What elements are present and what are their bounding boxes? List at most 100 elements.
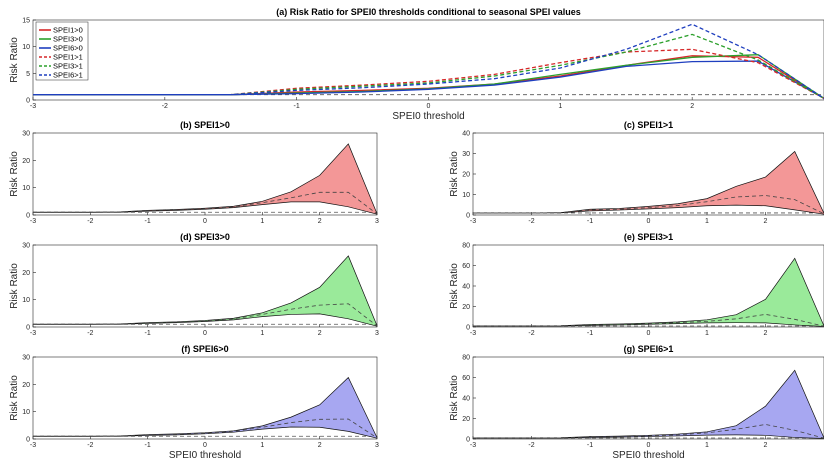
x-tick-label: -3 (470, 218, 476, 225)
x-axis-label: SPEI0 threshold (392, 111, 464, 122)
legend-label: SPEI3>1 (53, 62, 83, 71)
legend-box (35, 21, 89, 81)
x-tick-label: 1 (558, 103, 562, 110)
y-tick-label: 5 (26, 71, 30, 78)
median-line (473, 195, 824, 215)
panel-g: 0 20 40 60 80 -3 -2 -1 0 1 2 Risk Ratio SPEI0 thresh… (449, 344, 824, 461)
x-tick-label: 1 (260, 218, 264, 225)
y-axis-label: Risk Ratio (9, 151, 20, 197)
y-axis-label: Risk Ratio (449, 375, 460, 421)
y-tick-label: 80 (462, 355, 470, 362)
x-tick-label: 0 (203, 442, 207, 449)
x-tick-label: 2 (764, 442, 768, 449)
x-tick-label: 1 (260, 442, 264, 449)
x-tick-label: 0 (647, 442, 651, 449)
x-tick-label: 2 (764, 218, 768, 225)
y-tick-label: 10 (22, 409, 30, 416)
x-tick-label: 1 (705, 218, 709, 225)
panel-d: 0 10 20 30 -3 -2 -1 0 1 2 3 Risk Ratio (d) SPEI3>0 (9, 232, 379, 337)
y-axis-label: Risk Ratio (9, 37, 20, 83)
y-axis-label: Risk Ratio (449, 263, 460, 309)
x-tick-label: 2 (690, 103, 694, 110)
panel-title: (a) Risk Ratio for SPEI0 thresholds cond… (276, 7, 581, 17)
x-tick-label: 2 (764, 330, 768, 337)
panel-title: (d) SPEI3>0 (180, 232, 230, 242)
x-tick-label: -2 (528, 442, 534, 449)
y-tick-label: 60 (462, 375, 470, 382)
x-tick-label: 2 (318, 442, 322, 449)
x-tick-label: 0 (203, 330, 207, 337)
legend: SPEI1>0SPEI3>0SPEI6>0SPEI1>1SPEI3>1SPEI6… (35, 21, 89, 81)
x-tick-label: -2 (87, 218, 93, 225)
y-tick-label: 0 (26, 98, 30, 105)
y-tick-label: 20 (22, 158, 30, 165)
x-tick-label: -3 (30, 330, 36, 337)
x-tick-label: -1 (587, 442, 593, 449)
legend-label: SPEI6>0 (53, 44, 83, 53)
y-tick-label: 0 (26, 325, 30, 332)
x-tick-label: 1 (260, 330, 264, 337)
y-tick-label: 30 (462, 151, 470, 158)
y-tick-label: 0 (466, 213, 470, 220)
x-tick-label: 1 (705, 330, 709, 337)
y-tick-label: 20 (22, 382, 30, 389)
legend-label: SPEI1>0 (53, 26, 83, 35)
confidence-band (33, 143, 377, 215)
x-tick-label: 2 (318, 330, 322, 337)
legend-label: SPEI3>0 (53, 35, 83, 44)
x-tick-label: -3 (470, 330, 476, 337)
x-tick-label: -1 (587, 218, 593, 225)
confidence-band (473, 258, 824, 327)
y-tick-label: 20 (22, 270, 30, 277)
confidence-band (33, 377, 377, 439)
x-tick-label: -3 (470, 442, 476, 449)
x-tick-label: 3 (375, 330, 379, 337)
median-line (33, 303, 378, 327)
x-tick-label: -2 (528, 218, 534, 225)
x-tick-label: -2 (87, 330, 93, 337)
confidence-band (33, 255, 377, 327)
panel-b: 0 10 20 30 -3 -2 -1 0 1 2 3 Risk Ratio (b) SPEI1>0 (9, 120, 379, 225)
median-line (33, 191, 378, 215)
x-axis-label: SPEI0 threshold (612, 450, 684, 461)
y-tick-label: 0 (466, 437, 470, 444)
median-line (33, 418, 378, 439)
panel-title: (e) SPEI3>1 (624, 232, 673, 242)
y-tick-label: 0 (466, 325, 470, 332)
x-tick-label: -1 (145, 218, 151, 225)
x-tick-label: -3 (30, 442, 36, 449)
panel-title: (f) SPEI6>0 (181, 344, 228, 354)
y-tick-label: 10 (22, 44, 30, 51)
y-tick-label: 80 (462, 243, 470, 250)
panel-e: 0 20 40 60 80 -3 -2 -1 0 1 2 Risk Ratio (e) SPEI3>1 (449, 232, 824, 337)
y-tick-label: 10 (22, 297, 30, 304)
y-tick-label: 40 (462, 131, 470, 138)
y-tick-label: 10 (22, 185, 30, 192)
x-tick-label: 2 (318, 218, 322, 225)
panel-c: 0 10 20 30 40 -3 -2 -1 0 1 2 Risk Ratio (c) SPEI1>1 (449, 120, 824, 225)
x-tick-label: 0 (427, 103, 431, 110)
x-tick-label: -2 (87, 442, 93, 449)
y-tick-label: 10 (462, 192, 470, 199)
x-tick-label: -2 (528, 330, 534, 337)
y-tick-label: 15 (22, 18, 30, 25)
y-axis-label: Risk Ratio (9, 263, 20, 309)
x-tick-label: -1 (587, 330, 593, 337)
y-tick-label: 40 (462, 284, 470, 291)
y-tick-label: 0 (26, 437, 30, 444)
y-tick-label: 0 (26, 213, 30, 220)
x-tick-label: -1 (145, 442, 151, 449)
x-tick-label: -3 (30, 103, 36, 110)
panel-title: (b) SPEI1>0 (180, 120, 230, 130)
median-line (473, 424, 824, 439)
y-tick-label: 20 (462, 304, 470, 311)
x-tick-label: 0 (647, 330, 651, 337)
panel-f: 0 10 20 30 -3 -2 -1 0 1 2 3 Risk Ratio SPEI0 thresho… (9, 344, 379, 461)
y-axis-label: Risk Ratio (449, 151, 460, 197)
legend-label: SPEI6>1 (53, 71, 83, 80)
panel-title: (g) SPEI6>1 (624, 344, 674, 354)
y-tick-label: 40 (462, 396, 470, 403)
legend-label: SPEI1>1 (53, 53, 83, 62)
median-line (473, 313, 824, 327)
